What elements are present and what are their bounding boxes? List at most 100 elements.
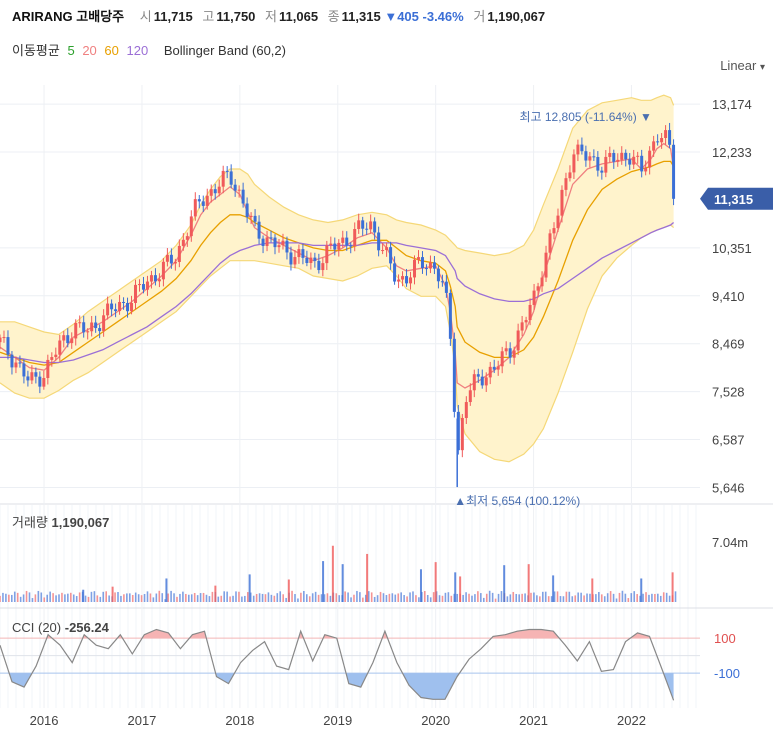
volume-bar — [320, 594, 323, 602]
volume-bar — [193, 592, 196, 602]
scale-button[interactable]: Linear ▾ — [720, 58, 765, 73]
volume-bar — [373, 596, 376, 602]
candle-body — [628, 159, 632, 165]
volume-bar — [252, 595, 255, 602]
volume-bar — [149, 593, 152, 602]
candle-body — [38, 376, 42, 387]
candle-body — [496, 366, 500, 370]
volume-bar — [606, 593, 609, 602]
candle-body — [604, 156, 608, 173]
volume-bar — [196, 595, 199, 602]
candle-body — [401, 276, 405, 280]
volume-spike — [111, 586, 114, 602]
volume-bar — [347, 592, 349, 602]
volume-bar — [654, 593, 656, 602]
volume-bar — [182, 591, 184, 602]
candle-body — [14, 362, 18, 368]
volume-bar — [350, 597, 352, 602]
volume-bar — [167, 593, 169, 602]
candle-body — [648, 150, 652, 168]
volume-bar — [217, 596, 220, 602]
volume-bar — [261, 593, 264, 602]
candle-body — [118, 301, 122, 312]
candle-body — [325, 245, 329, 264]
volume-bar — [279, 591, 282, 602]
volume-bar — [506, 596, 509, 602]
volume-spike — [287, 579, 290, 602]
volume-bar — [668, 595, 671, 602]
volume-bar — [477, 591, 479, 602]
volume-bar — [291, 590, 293, 602]
volume-bar — [536, 595, 538, 602]
volume-bar — [465, 592, 467, 602]
volume-bar — [359, 592, 361, 602]
volume-bar — [143, 594, 146, 602]
candle-body — [173, 261, 177, 264]
volume-bar — [55, 595, 57, 602]
volume-bar — [300, 592, 302, 602]
indicator-legend[interactable]: 이동평균 5 20 60 120 Bollinger Band (60,2) — [12, 40, 290, 59]
volume-bar — [96, 595, 99, 602]
candle-body — [456, 411, 460, 451]
close-value: 11,315 — [341, 9, 381, 24]
volume-spike — [165, 578, 168, 602]
candle-body — [584, 151, 588, 161]
candle-body — [540, 277, 544, 287]
candle-body — [624, 152, 628, 160]
volume-spike — [248, 574, 251, 602]
candle-body — [277, 245, 281, 248]
candle-body — [576, 144, 580, 155]
candle-body — [225, 170, 229, 172]
candle-body — [369, 221, 373, 230]
volume-bar — [356, 590, 358, 602]
low-value: 11,065 — [279, 9, 319, 24]
volume-spike — [331, 545, 334, 602]
volume-bar — [5, 593, 7, 602]
volume-bar — [586, 593, 588, 602]
candle-body — [177, 245, 181, 262]
candle-body — [189, 216, 193, 237]
volume-bar — [146, 591, 149, 602]
low-annotation: ▲최저 5,654 (100.12%) — [454, 494, 580, 508]
volume-bar — [541, 591, 544, 602]
volume-spike — [341, 564, 344, 602]
volume-bar — [164, 599, 166, 602]
x-tick-label: 2020 — [421, 713, 450, 728]
ma60-line — [0, 160, 675, 366]
volume-bar — [376, 595, 379, 602]
ma60-label: 60 — [104, 43, 119, 58]
bollinger-fill — [0, 95, 674, 462]
volume-spike — [591, 578, 594, 602]
candle-body — [261, 238, 265, 246]
bollinger-band — [0, 94, 675, 463]
candle-body — [153, 275, 157, 282]
volume-bar — [131, 594, 134, 602]
candle-body — [18, 362, 22, 364]
candle-body — [592, 156, 596, 158]
volume-spike — [671, 572, 674, 602]
cci-line — [0, 628, 675, 701]
volume-spike — [434, 562, 437, 602]
volume-bar — [367, 591, 370, 602]
volume-bar — [258, 593, 261, 602]
x-tick-label: 2022 — [617, 713, 646, 728]
volume-bar — [621, 590, 624, 602]
candle-body — [544, 252, 548, 278]
candle-body — [488, 366, 492, 378]
candle-body — [588, 156, 592, 161]
volume-bar — [615, 598, 618, 602]
volume-bar — [176, 596, 178, 602]
candle-body — [217, 186, 221, 194]
volume-bar — [19, 596, 22, 602]
volume-bar — [205, 594, 208, 602]
volume-spike — [322, 561, 325, 602]
volume-bar — [674, 591, 677, 602]
candle-body — [616, 159, 620, 162]
volume-bar — [574, 595, 577, 602]
volume-spike — [640, 578, 643, 602]
candle-body — [393, 263, 397, 282]
volume-bar — [432, 592, 435, 602]
candle-body — [397, 279, 401, 282]
volume-bar — [456, 593, 459, 602]
